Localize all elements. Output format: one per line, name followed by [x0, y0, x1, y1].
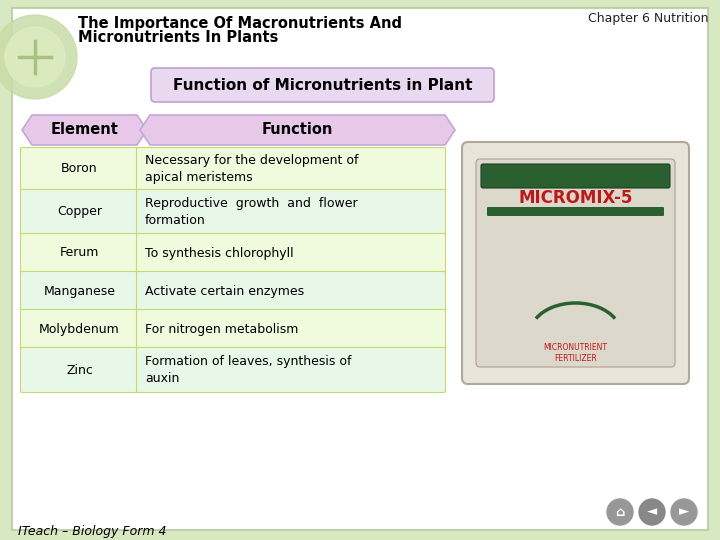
FancyBboxPatch shape	[487, 207, 664, 216]
FancyBboxPatch shape	[20, 147, 138, 191]
Text: ►: ►	[679, 505, 689, 518]
Text: Formation of leaves, synthesis of
auxin: Formation of leaves, synthesis of auxin	[145, 355, 351, 384]
Text: Necessary for the development of
apical meristems: Necessary for the development of apical …	[145, 154, 359, 184]
Text: ◄: ◄	[647, 505, 657, 518]
FancyBboxPatch shape	[20, 233, 138, 273]
FancyBboxPatch shape	[137, 233, 446, 273]
FancyBboxPatch shape	[137, 190, 446, 234]
FancyBboxPatch shape	[12, 8, 708, 530]
Text: Molybdenum: Molybdenum	[39, 322, 120, 335]
FancyBboxPatch shape	[462, 142, 689, 384]
FancyBboxPatch shape	[481, 164, 670, 188]
Circle shape	[671, 499, 697, 525]
Text: ⌂: ⌂	[616, 505, 625, 518]
FancyBboxPatch shape	[20, 272, 138, 310]
FancyBboxPatch shape	[476, 159, 675, 367]
Text: To synthesis chlorophyll: To synthesis chlorophyll	[145, 246, 294, 260]
Text: Function: Function	[262, 123, 333, 138]
Text: Chapter 6 Nutrition: Chapter 6 Nutrition	[588, 12, 708, 25]
FancyBboxPatch shape	[20, 309, 138, 348]
Circle shape	[639, 499, 665, 525]
Text: Element: Element	[50, 123, 118, 138]
FancyBboxPatch shape	[20, 190, 138, 234]
Text: Manganese: Manganese	[43, 285, 115, 298]
Text: Ferum: Ferum	[60, 246, 99, 260]
Text: Function of Micronutrients in Plant: Function of Micronutrients in Plant	[173, 78, 472, 92]
Text: MICRONUTRIENT
FERTILIZER: MICRONUTRIENT FERTILIZER	[544, 342, 608, 363]
Text: MICROMIX-5: MICROMIX-5	[518, 189, 633, 207]
FancyBboxPatch shape	[137, 348, 446, 393]
Circle shape	[607, 499, 633, 525]
Text: The Importance Of Macronutrients And: The Importance Of Macronutrients And	[78, 16, 402, 31]
Text: Micronutrients In Plants: Micronutrients In Plants	[78, 30, 279, 45]
Text: Boron: Boron	[61, 163, 98, 176]
Text: ITeach – Biology Form 4: ITeach – Biology Form 4	[18, 525, 166, 538]
FancyBboxPatch shape	[137, 309, 446, 348]
Circle shape	[0, 15, 77, 99]
Text: Activate certain enzymes: Activate certain enzymes	[145, 285, 304, 298]
FancyBboxPatch shape	[20, 348, 138, 393]
Text: Zinc: Zinc	[66, 363, 93, 376]
Text: For nitrogen metabolism: For nitrogen metabolism	[145, 322, 298, 335]
FancyBboxPatch shape	[137, 272, 446, 310]
FancyBboxPatch shape	[151, 68, 494, 102]
Polygon shape	[22, 115, 147, 145]
Circle shape	[5, 27, 65, 87]
Text: Copper: Copper	[57, 206, 102, 219]
Polygon shape	[140, 115, 455, 145]
FancyBboxPatch shape	[137, 147, 446, 191]
Text: Reproductive  growth  and  flower
formation: Reproductive growth and flower formation	[145, 197, 358, 227]
